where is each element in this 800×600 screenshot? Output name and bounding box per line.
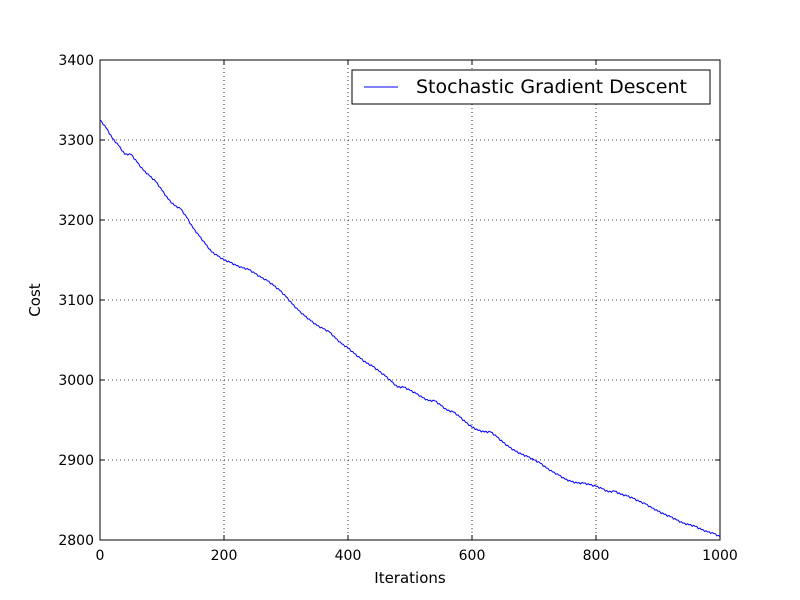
x-tick-label: 600 [459, 548, 486, 564]
y-tick-label: 3000 [58, 373, 94, 389]
y-tick-label: 3100 [58, 293, 94, 309]
y-tick-label: 2800 [58, 533, 94, 549]
tick-labels: 0 200 400 600 800 1000 2800 2900 3000 3100 3200 330… [58, 53, 737, 564]
y-tick-label: 3400 [58, 53, 94, 69]
x-tick-label: 200 [211, 548, 238, 564]
x-tick-label: 0 [96, 548, 105, 564]
x-tick-label: 800 [583, 548, 610, 564]
ticks [99, 59, 721, 541]
series-layer [99, 119, 721, 538]
legend: Stochastic Gradient Descent [351, 69, 711, 105]
x-tick-label: 1000 [702, 548, 738, 564]
series-line [99, 119, 721, 538]
x-axis-label: Iterations [374, 569, 446, 587]
x-tick-label: 400 [335, 548, 362, 564]
y-axis-label: Cost [26, 283, 44, 316]
y-tick-label: 3200 [58, 213, 94, 229]
y-tick-label: 2900 [58, 453, 94, 469]
legend-label: Stochastic Gradient Descent [416, 76, 687, 98]
legend-box [351, 69, 711, 105]
y-tick-label: 3300 [58, 133, 94, 149]
